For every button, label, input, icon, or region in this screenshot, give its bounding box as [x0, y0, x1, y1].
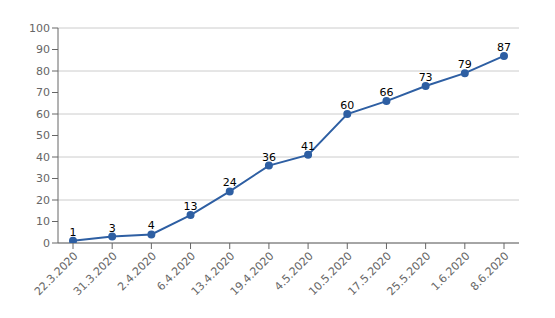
svg-text:87: 87	[497, 41, 511, 54]
svg-text:13: 13	[184, 200, 198, 213]
svg-text:2.4.2020: 2.4.2020	[115, 249, 159, 293]
svg-text:100: 100	[29, 22, 50, 35]
svg-text:4.5.2020: 4.5.2020	[271, 249, 316, 294]
svg-text:73: 73	[419, 71, 433, 84]
svg-text:50: 50	[36, 129, 50, 142]
svg-text:40: 40	[36, 151, 50, 164]
svg-text:41: 41	[301, 140, 315, 153]
svg-text:6.4.2020: 6.4.2020	[154, 249, 199, 294]
svg-text:10: 10	[36, 215, 50, 228]
svg-text:31.3.2020: 31.3.2020	[71, 249, 120, 298]
svg-text:90: 90	[36, 43, 50, 56]
svg-text:20: 20	[36, 194, 50, 207]
svg-text:4: 4	[148, 219, 155, 232]
svg-text:22.3.2020: 22.3.2020	[31, 249, 81, 299]
svg-text:66: 66	[379, 86, 393, 99]
svg-text:30: 30	[36, 172, 50, 185]
svg-text:36: 36	[262, 151, 276, 164]
svg-text:60: 60	[340, 99, 354, 112]
svg-text:24: 24	[223, 176, 237, 189]
svg-text:25.5.2020: 25.5.2020	[385, 249, 434, 298]
svg-text:70: 70	[36, 86, 50, 99]
svg-text:60: 60	[36, 108, 50, 121]
svg-text:1: 1	[70, 226, 77, 239]
svg-text:79: 79	[458, 58, 472, 71]
svg-text:8.6.2020: 8.6.2020	[468, 249, 512, 293]
svg-text:1.6.2020: 1.6.2020	[429, 249, 473, 293]
svg-text:19.4.2020: 19.4.2020	[228, 249, 277, 298]
svg-text:17.5.2020: 17.5.2020	[345, 249, 395, 299]
svg-text:13.4.2020: 13.4.2020	[188, 249, 238, 299]
svg-text:10.5.2020: 10.5.2020	[306, 249, 355, 299]
svg-text:80: 80	[36, 65, 50, 78]
svg-text:3: 3	[109, 222, 116, 235]
svg-text:0: 0	[43, 237, 50, 250]
